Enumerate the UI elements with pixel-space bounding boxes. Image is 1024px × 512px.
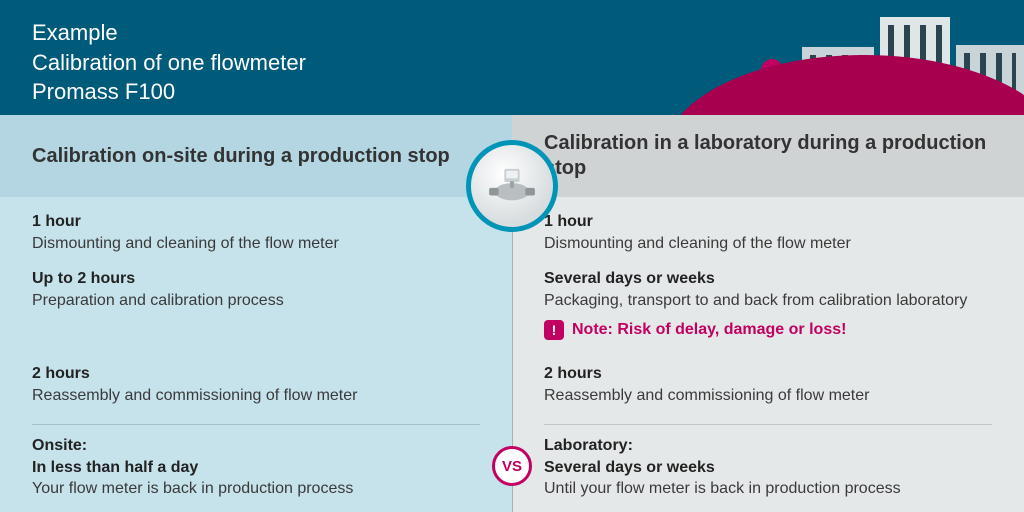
summary-desc: Your flow meter is back in production pr… bbox=[32, 480, 353, 497]
header-illustration bbox=[704, 0, 1024, 115]
step-time: 1 hour bbox=[32, 213, 81, 230]
step-time: 2 hours bbox=[544, 365, 602, 382]
divider-line bbox=[544, 424, 992, 425]
lab-column-body: 1 hour Dismounting and cleaning of the f… bbox=[512, 197, 1024, 512]
lab-step: Several days or weeks Packaging, transpo… bbox=[544, 268, 992, 311]
step-desc: Dismounting and cleaning of the flow met… bbox=[544, 235, 851, 252]
summary-label: Laboratory: bbox=[544, 437, 633, 454]
step-time: 1 hour bbox=[544, 213, 593, 230]
lab-step: 1 hour Dismounting and cleaning of the f… bbox=[544, 211, 992, 254]
lab-column-title: Calibration in a laboratory during a pro… bbox=[512, 115, 1024, 197]
onsite-column-title: Calibration on-site during a production … bbox=[0, 115, 512, 197]
onsite-summary: Onsite: In less than half a day Your flo… bbox=[32, 435, 480, 500]
step-desc: Reassembly and commissioning of flow met… bbox=[32, 387, 357, 404]
comparison-columns: Calibration on-site during a production … bbox=[0, 115, 1024, 512]
step-desc: Packaging, transport to and back from ca… bbox=[544, 292, 967, 309]
header-line1: Example bbox=[32, 20, 118, 45]
onsite-step: 2 hours Reassembly and commissioning of … bbox=[32, 363, 480, 406]
warning-text: Note: Risk of delay, damage or loss! bbox=[572, 319, 846, 341]
onsite-column-body: 1 hour Dismounting and cleaning of the f… bbox=[0, 197, 512, 512]
header-banner: Example Calibration of one flowmeter Pro… bbox=[0, 0, 1024, 115]
warning-icon: ! bbox=[544, 320, 564, 340]
summary-time: In less than half a day bbox=[32, 459, 198, 476]
summary-desc: Until your flow meter is back in product… bbox=[544, 480, 901, 497]
vs-badge: VS bbox=[492, 446, 532, 486]
flowmeter-icon bbox=[483, 165, 541, 207]
step-desc: Reassembly and commissioning of flow met… bbox=[544, 387, 869, 404]
step-time: Several days or weeks bbox=[544, 270, 715, 287]
onsite-column: Calibration on-site during a production … bbox=[0, 115, 512, 512]
flowmeter-badge bbox=[466, 140, 558, 232]
step-desc: Preparation and calibration process bbox=[32, 292, 284, 309]
lab-summary: Laboratory: Several days or weeks Until … bbox=[544, 435, 992, 500]
vs-text: VS bbox=[502, 458, 522, 475]
step-desc: Dismounting and cleaning of the flow met… bbox=[32, 235, 339, 252]
warning-note: ! Note: Risk of delay, damage or loss! bbox=[544, 319, 992, 341]
lab-column: Calibration in a laboratory during a pro… bbox=[512, 115, 1024, 512]
summary-label: Onsite: bbox=[32, 437, 87, 454]
divider-line bbox=[32, 424, 480, 425]
summary-time: Several days or weeks bbox=[544, 459, 715, 476]
header-line2: Calibration of one flowmeter bbox=[32, 50, 306, 75]
step-time: 2 hours bbox=[32, 365, 90, 382]
header-line3: Promass F100 bbox=[32, 79, 175, 104]
onsite-step: 1 hour Dismounting and cleaning of the f… bbox=[32, 211, 480, 254]
lab-step: 2 hours Reassembly and commissioning of … bbox=[544, 363, 992, 406]
onsite-step: Up to 2 hours Preparation and calibratio… bbox=[32, 268, 480, 311]
step-time: Up to 2 hours bbox=[32, 270, 135, 287]
